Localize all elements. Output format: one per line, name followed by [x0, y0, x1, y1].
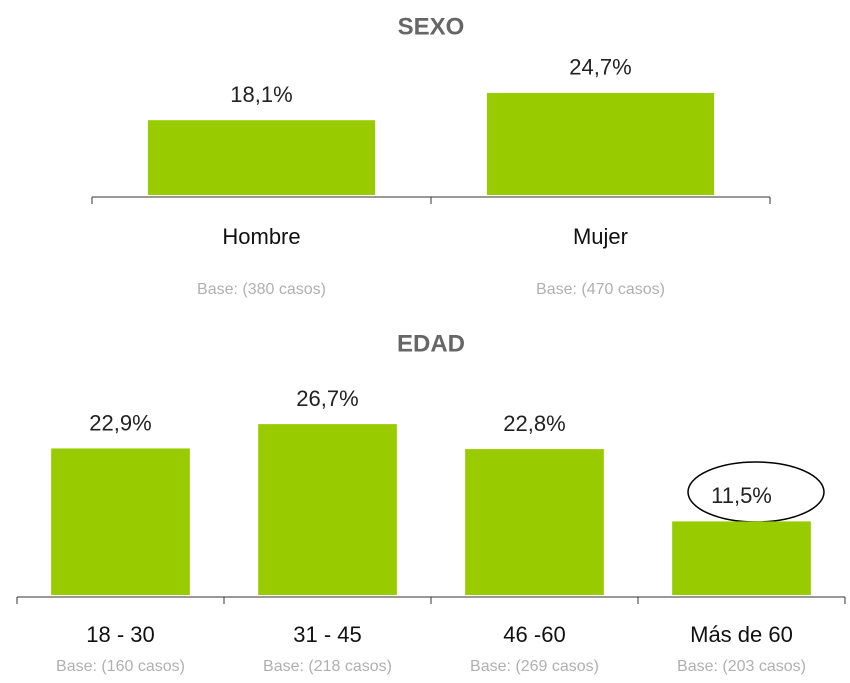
category-label: Mujer [573, 224, 628, 249]
bar [258, 424, 397, 595]
base-note: Base: (218 casos) [263, 658, 392, 675]
value-label: 18,1% [230, 82, 292, 107]
value-label: 26,7% [296, 386, 358, 411]
base-note: Base: (269 casos) [470, 658, 599, 675]
bar [147, 120, 376, 195]
bar [672, 521, 811, 595]
bar [51, 448, 190, 595]
base-note: Base: (203 casos) [677, 658, 806, 675]
category-label: 46 -60 [503, 622, 565, 647]
value-label: 24,7% [569, 55, 631, 80]
category-label: 18 - 30 [86, 622, 155, 647]
base-note: Base: (470 casos) [536, 281, 665, 298]
chart-title: SEXO [398, 13, 465, 40]
chart-title: EDAD [397, 330, 465, 357]
bar [486, 92, 715, 195]
base-note: Base: (160 casos) [56, 658, 185, 675]
category-label: 31 - 45 [293, 622, 362, 647]
category-label: Hombre [222, 224, 300, 249]
value-label: 11,5% [711, 483, 772, 508]
value-label: 22,9% [89, 410, 151, 435]
base-note: Base: (380 casos) [197, 281, 326, 298]
category-label: Más de 60 [690, 622, 793, 647]
bar [465, 449, 604, 595]
value-label: 22,8% [503, 411, 565, 436]
